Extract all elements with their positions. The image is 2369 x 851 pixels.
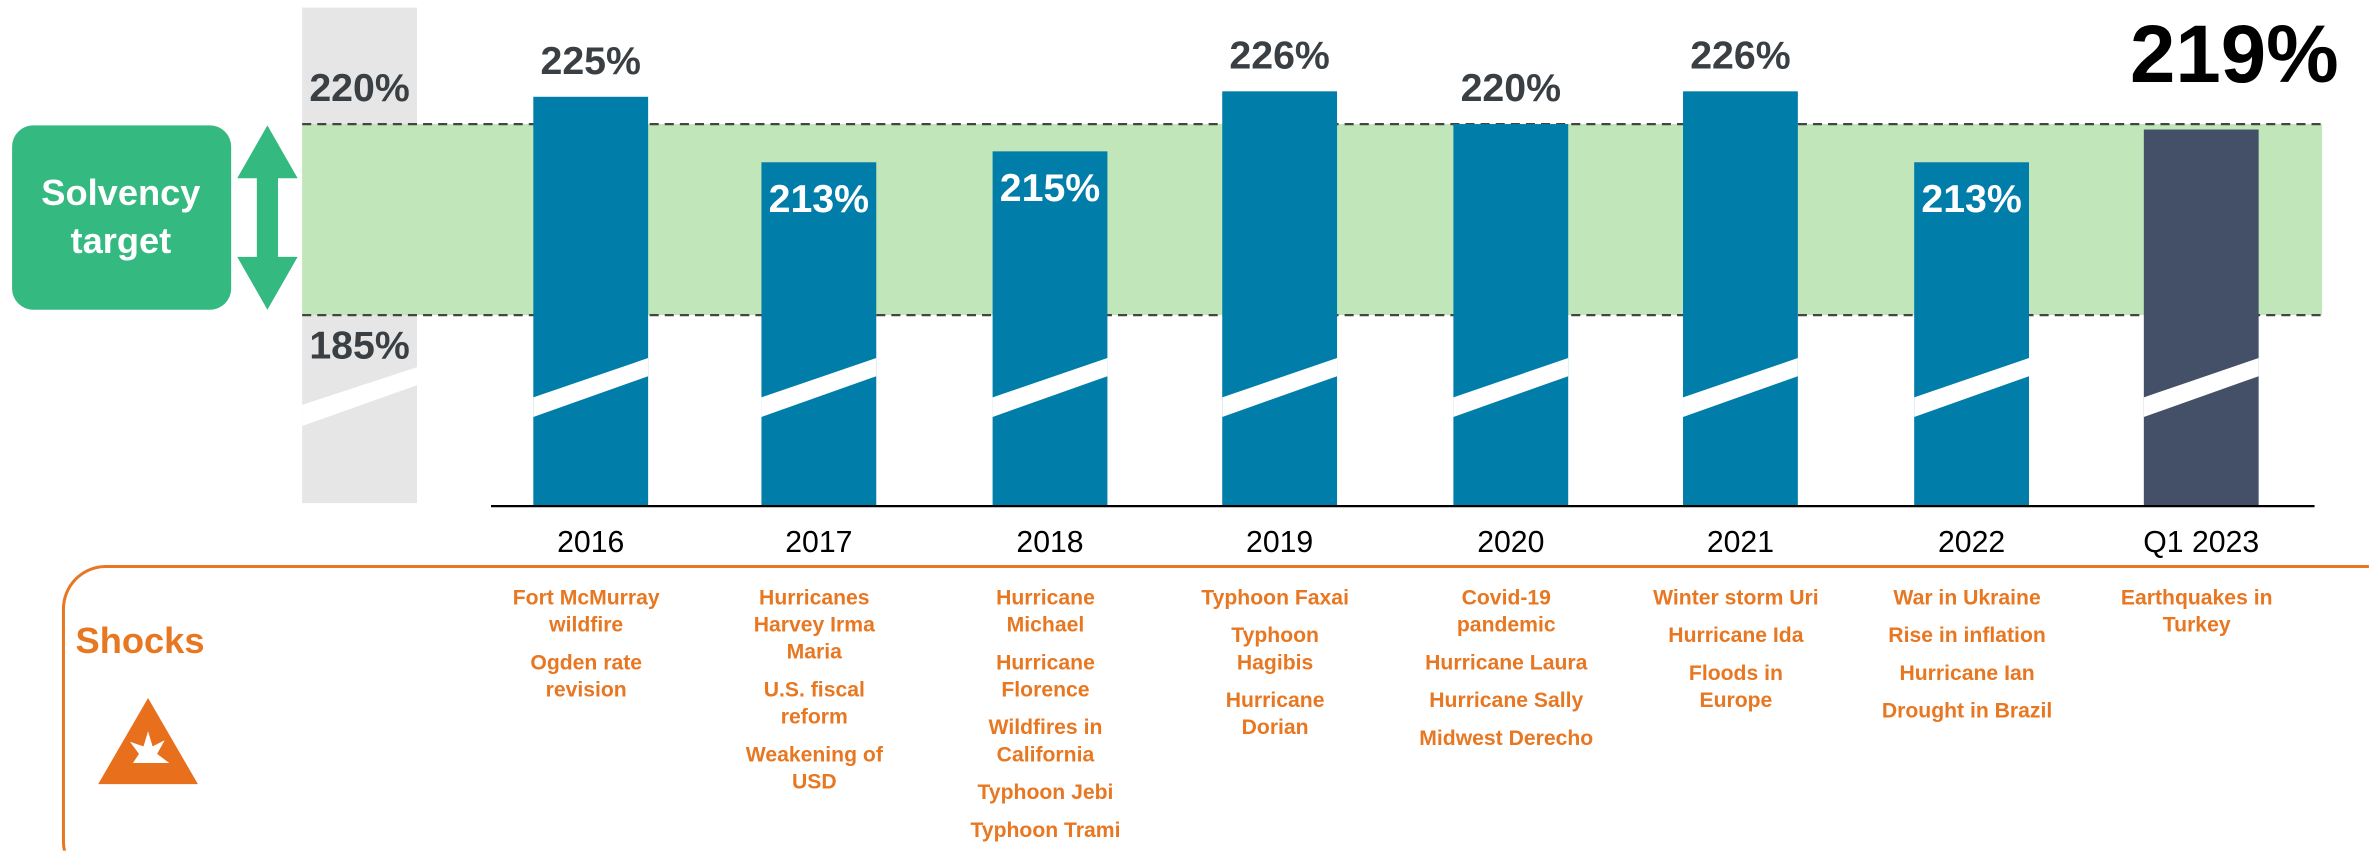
shock-item: Hurricane Ian bbox=[1899, 660, 2035, 685]
shock-item: Hurricane Laura bbox=[1425, 649, 1588, 674]
shock-column: Earthquakes in Turkey bbox=[2114, 583, 2280, 648]
shock-column: War in Ukraine Rise in inflation Hurricane… bbox=[1876, 583, 2057, 734]
shock-item: Typhoon Faxai bbox=[1201, 584, 1349, 609]
shock-item: U.S. fiscal reform bbox=[763, 676, 865, 729]
bar-break bbox=[1222, 358, 1338, 417]
bar bbox=[2143, 129, 2259, 507]
bar bbox=[1222, 91, 1338, 507]
x-tick-label: 2019 bbox=[1246, 526, 1313, 559]
shock-item: Hurricane Ida bbox=[1668, 622, 1804, 647]
shock-item: War in Ukraine bbox=[1893, 584, 2041, 609]
shock-item: Winter storm Uri bbox=[1653, 584, 1819, 609]
y-tick-label: 220% bbox=[309, 66, 409, 110]
bar-break bbox=[1914, 358, 2030, 417]
value-label: 213% bbox=[769, 177, 869, 221]
shock-item: Midwest Derecho bbox=[1419, 725, 1594, 750]
shock-item: Earthquakes in Turkey bbox=[2120, 584, 2273, 637]
target-box bbox=[12, 125, 232, 310]
shock-column: Winter storm Uri Hurricane Ida Floods in E… bbox=[1653, 583, 1819, 724]
shock-item: Ogden rate revision bbox=[530, 649, 643, 702]
shock-item: Typhoon Hagibis bbox=[1231, 622, 1319, 674]
shock-item: Hurricane Michael bbox=[996, 584, 1095, 637]
shocks-box bbox=[61, 565, 2369, 851]
value-label: 226% bbox=[1690, 33, 1790, 77]
shock-item: Covid-19 pandemic bbox=[1456, 584, 1556, 637]
shock-column: Covid-19 pandemic Hurricane Laura Hurrican… bbox=[1414, 583, 1598, 761]
shocks-title: Shocks bbox=[76, 620, 205, 661]
x-tick-label: 2022 bbox=[1938, 526, 2005, 559]
target-label-line: Solvency bbox=[41, 171, 200, 212]
x-tick-label: Q1 2023 bbox=[2143, 526, 2259, 559]
x-tick-label: 2016 bbox=[557, 526, 624, 559]
y-tick-label: 185% bbox=[309, 324, 409, 368]
shock-icon-burst bbox=[129, 731, 170, 763]
bar bbox=[1914, 162, 2030, 507]
axis-break bbox=[302, 367, 417, 427]
x-tick-label: 2021 bbox=[1707, 526, 1774, 559]
bar bbox=[1453, 124, 1569, 507]
bar-break bbox=[992, 358, 1108, 417]
shock-item: Hurricane Florence bbox=[996, 649, 1095, 702]
shock-item: Weakening of USD bbox=[745, 741, 883, 794]
target-arrow bbox=[237, 125, 298, 310]
bar bbox=[533, 96, 649, 507]
x-tick-label: 2018 bbox=[1016, 526, 1083, 559]
value-label: 219% bbox=[2130, 9, 2339, 100]
shock-column: Hurricanes Harvey Irma Maria U.S. fiscal … bbox=[731, 583, 897, 805]
shock-item: Typhoon Trami bbox=[970, 817, 1121, 842]
bar-break bbox=[761, 358, 877, 417]
value-label: 226% bbox=[1229, 33, 1329, 77]
bar bbox=[1683, 91, 1798, 507]
target-label: Solvency target bbox=[41, 171, 200, 260]
shock-item: Wildfires in California bbox=[988, 714, 1103, 766]
target-label-line: target bbox=[71, 220, 172, 261]
value-label: 220% bbox=[1461, 66, 1561, 110]
bar bbox=[992, 151, 1108, 507]
shock-item: Fort McMurray wildfire bbox=[512, 584, 660, 637]
shock-column: Hurricane Michael Hurricane Florence Wildf… bbox=[962, 583, 1128, 850]
shock-item: Hurricanes Harvey Irma Maria bbox=[753, 584, 875, 664]
bar bbox=[761, 162, 877, 507]
shock-item: Floods in Europe bbox=[1688, 660, 1783, 712]
bar-break bbox=[1453, 358, 1569, 417]
shock-item: Typhoon Jebi bbox=[977, 779, 1114, 804]
bar-break bbox=[1683, 358, 1798, 417]
value-label: 215% bbox=[1000, 166, 1100, 210]
shock-item: Rise in inflation bbox=[1888, 622, 2046, 647]
shock-item: Drought in Brazil bbox=[1881, 697, 2053, 723]
bar-break bbox=[2143, 358, 2259, 417]
shock-column: Typhoon Faxai Typhoon Hagibis Hurricane Do… bbox=[1194, 583, 1357, 751]
value-label: 213% bbox=[1921, 177, 2021, 221]
x-tick-label: 2017 bbox=[785, 526, 852, 559]
x-tick-label: 2020 bbox=[1477, 526, 1544, 559]
bar-break bbox=[533, 358, 649, 417]
shock-item: Hurricane Dorian bbox=[1225, 687, 1325, 739]
shock-item: Hurricane Sally bbox=[1429, 687, 1584, 712]
shock-column: Fort McMurray wildfire Ogden rate revisio… bbox=[503, 583, 669, 713]
value-label: 225% bbox=[541, 39, 641, 83]
